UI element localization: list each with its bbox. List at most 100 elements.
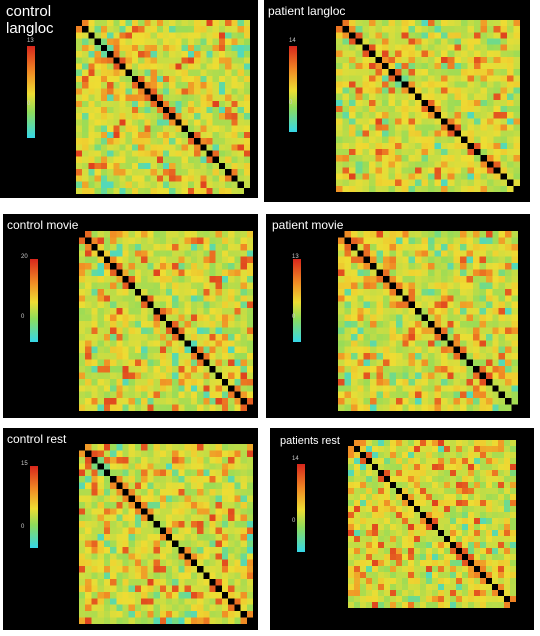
matrix-cell [215,463,223,470]
matrix-cell [178,572,185,580]
matrix-cell [366,494,373,501]
matrix-cell [97,553,104,560]
matrix-cell [336,75,343,82]
matrix-cell [485,263,493,270]
matrix-cell [342,161,350,168]
matrix-cell [197,604,204,612]
matrix-cell [221,617,229,624]
matrix-cell [144,181,151,188]
matrix-cell [426,548,433,555]
matrix-cell [421,391,429,399]
matrix-cell [462,446,469,453]
matrix-cell [107,144,114,151]
matrix-cell [79,243,86,251]
matrix-cell [421,385,429,392]
matrix-cell [156,181,164,188]
matrix-cell [366,596,373,603]
matrix-cell [421,44,429,51]
matrix-cell [447,44,455,51]
matrix-cell [362,87,369,94]
diagonal-cell [344,237,351,244]
matrix-cell [215,482,223,490]
matrix-cell [395,93,402,100]
matrix-cell [246,301,253,309]
matrix-cell [94,82,101,89]
matrix-cell [395,38,402,45]
matrix-cell [383,237,390,244]
matrix-cell [453,250,461,257]
matrix-cell [91,366,98,373]
matrix-cell [175,63,182,70]
matrix-cell [159,540,167,547]
matrix-cell [401,173,409,180]
matrix-cell [388,161,396,168]
matrix-cell [415,398,422,405]
matrix-cell [200,187,207,194]
matrix-cell [485,288,493,296]
matrix-cell [336,155,343,162]
matrix-cell [184,256,191,264]
diagonal-cell [221,591,229,599]
matrix-cell [79,237,86,244]
matrix-cell [450,572,457,579]
matrix-cell [395,378,403,386]
matrix-cell [493,112,501,119]
matrix-cell [246,611,253,618]
matrix-cell [110,391,117,399]
matrix-cell [395,398,403,405]
matrix-cell [91,495,98,502]
matrix-cell [172,534,179,541]
matrix-cell [110,482,117,490]
matrix-cell [492,446,499,453]
panel-patient-langloc: patient langloc 14 0 [264,0,530,202]
matrix-cell [468,458,475,465]
matrix-cell [441,50,448,57]
diagonal-cell [181,125,188,132]
matrix-cell [218,131,226,139]
matrix-cell [85,314,92,322]
matrix-cell [420,596,427,603]
matrix-cell [348,464,355,471]
matrix-cell [116,514,123,522]
matrix-cell [349,136,356,143]
matrix-cell [350,385,358,392]
matrix-cell [187,113,195,120]
matrix-cell [438,572,445,579]
matrix-cell [228,579,235,586]
matrix-cell [493,106,501,113]
matrix-cell [79,534,86,541]
matrix-cell [97,256,104,264]
matrix-cell [426,530,433,537]
matrix-cell [396,440,403,447]
matrix-cell [234,404,241,411]
matrix-cell [513,32,520,39]
matrix-cell [355,161,363,168]
matrix-cell [492,333,499,341]
matrix-cell [141,340,148,347]
matrix-cell [134,444,142,451]
matrix-cell [159,489,167,496]
matrix-cell [368,118,376,125]
matrix-cell [209,546,216,554]
matrix-cell [184,314,191,322]
matrix-cell [428,282,435,289]
matrix-cell [172,391,179,399]
matrix-cell [440,301,448,309]
matrix-cell [175,57,182,64]
matrix-cell [122,566,129,573]
matrix-cell [505,385,512,392]
matrix-cell [225,69,232,77]
matrix-cell [498,243,506,251]
matrix-cell [375,130,383,137]
matrix-cell [401,155,409,162]
matrix-cell [376,378,384,386]
matrix-cell [344,398,351,405]
matrix-cell [215,301,223,309]
matrix-cell [456,488,463,495]
matrix-cell [181,51,188,58]
matrix-cell [184,295,191,302]
matrix-cell [354,440,361,447]
matrix-cell [103,482,111,490]
matrix-cell [107,113,114,120]
matrix-cell [100,169,108,176]
